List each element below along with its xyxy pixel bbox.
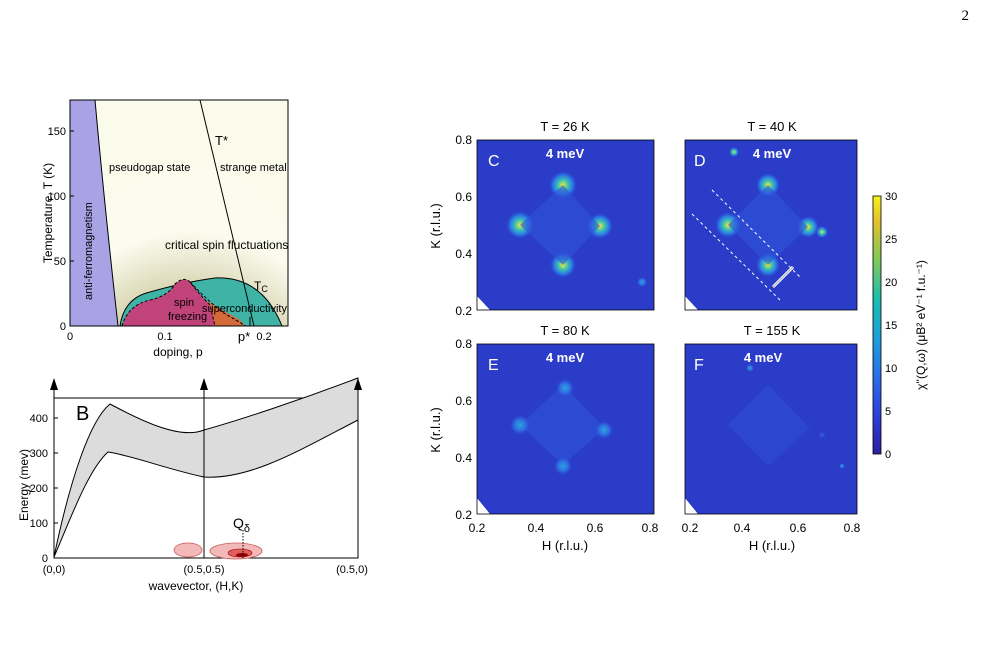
y-tick-150: 150 <box>48 126 66 138</box>
svg-text:0.2: 0.2 <box>682 521 699 535</box>
dispersion-x-label: wavevector, (H,K) <box>148 579 244 593</box>
map-h-label-right: H (r.l.u.) <box>749 538 795 553</box>
svg-text:0.8: 0.8 <box>455 337 472 351</box>
map-panel-c: C 4 meV T = 26 K <box>476 119 655 311</box>
svg-text:0.6: 0.6 <box>587 521 604 535</box>
map-panel-f: F 4 meV T = 155 K <box>684 323 858 515</box>
svg-text:30: 30 <box>885 191 897 203</box>
dispersion-plot: Qδ 0 100 200 300 400 (0,0) (0.5,0.5) (0.… <box>17 377 368 593</box>
x-tick-0.2: 0.2 <box>256 331 271 343</box>
panel-d-energy: 4 meV <box>753 146 792 161</box>
map-h-label-left: H (r.l.u.) <box>542 538 588 553</box>
svg-text:20: 20 <box>885 277 897 289</box>
spin-label: spin <box>174 297 194 309</box>
panel-e-energy: 4 meV <box>546 350 585 365</box>
p-star-label: p* <box>238 329 250 344</box>
panel-e-temp: T = 80 K <box>540 323 590 338</box>
map-k-label-top: K (r.l.u.) <box>428 203 443 249</box>
panel-d-letter: D <box>694 153 706 170</box>
dispersion-y-label: Energy (mev) <box>17 449 31 521</box>
svg-text:0.4: 0.4 <box>455 451 472 465</box>
superconductivity-label: superconductivity <box>202 303 287 315</box>
y-tick-100: 100 <box>48 191 66 203</box>
pseudogap-label: pseudogap state <box>109 162 190 174</box>
low-energy-contour-left <box>173 542 203 558</box>
energy-tick-0: 0 <box>42 553 48 565</box>
map-k-label-bottom: K (r.l.u.) <box>428 407 443 453</box>
svg-text:0.2: 0.2 <box>469 521 486 535</box>
energy-tick-200: 200 <box>30 483 48 495</box>
freezing-label: freezing <box>168 311 207 323</box>
panel-c-temp: T = 26 K <box>540 119 590 134</box>
energy-tick-100: 100 <box>30 518 48 530</box>
wavevector-tick-050: (0.5,0) <box>336 564 368 576</box>
y-tick-0: 0 <box>60 321 66 333</box>
intensity-maps: C 4 meV T = 26 K D 4 meV T = 40 K <box>428 119 928 553</box>
phase-y-label: Temperature, T (K) <box>41 163 55 263</box>
strange-metal-label: strange metal <box>220 162 287 174</box>
energy-tick-400: 400 <box>30 413 48 425</box>
wavevector-tick-00: (0,0) <box>43 564 66 576</box>
energy-tick-300: 300 <box>30 448 48 460</box>
q-delta-label: Qδ <box>233 515 250 535</box>
panel-c-energy: 4 meV <box>546 146 585 161</box>
svg-text:0.6: 0.6 <box>790 521 807 535</box>
svg-text:10: 10 <box>885 363 897 375</box>
svg-text:0: 0 <box>885 449 891 461</box>
svg-text:0.4: 0.4 <box>528 521 545 535</box>
svg-text:0.2: 0.2 <box>455 304 472 318</box>
panel-b-letter: B <box>76 403 89 425</box>
svg-text:0.8: 0.8 <box>455 133 472 147</box>
afm-label: anti-ferromagnetism <box>83 202 95 300</box>
svg-text:15: 15 <box>885 320 897 332</box>
wavevector-tick-0505: (0.5,0.5) <box>184 564 225 576</box>
svg-text:0.4: 0.4 <box>734 521 751 535</box>
phase-y-ticks: 0 50 100 150 <box>48 126 74 333</box>
colorbar-label: χ''(Q,ω) (μB² eV⁻¹ f.u.⁻¹) <box>914 260 928 390</box>
x-tick-0: 0 <box>67 331 73 343</box>
svg-text:5: 5 <box>885 406 891 418</box>
page-number: 2 <box>961 8 970 24</box>
panel-d-temp: T = 40 K <box>747 119 797 134</box>
panel-f-energy: 4 meV <box>744 350 783 365</box>
map-k-ticks-top: 0.8 0.6 0.4 0.2 <box>455 133 472 318</box>
svg-text:0.8: 0.8 <box>642 521 659 535</box>
t-star-label: T* <box>215 133 228 148</box>
svg-text:25: 25 <box>885 234 897 246</box>
map-h-ticks-left: 0.2 0.4 0.6 0.8 <box>469 521 659 535</box>
phase-x-ticks: 0 0.1 0.2 p* <box>67 329 272 344</box>
panel-f-letter: F <box>694 357 704 374</box>
x-tick-0.1: 0.1 <box>157 331 172 343</box>
map-panel-e: E 4 meV T = 80 K <box>476 323 655 515</box>
t-star-line <box>199 100 255 326</box>
svg-text:0.8: 0.8 <box>844 521 861 535</box>
svg-text:0.6: 0.6 <box>455 394 472 408</box>
tc-label: TC <box>254 279 268 294</box>
afm-region <box>70 100 119 326</box>
colorbar: 0 5 10 15 20 25 30 χ''(Q,ω) (μB² eV⁻¹ f.… <box>872 191 928 461</box>
panel-e-letter: E <box>488 357 499 374</box>
map-k-ticks-bottom: 0.8 0.6 0.4 0.2 <box>455 337 472 522</box>
map-panel-d: D 4 meV T = 40 K <box>684 119 858 311</box>
svg-text:0.4: 0.4 <box>455 247 472 261</box>
panel-c-letter: C <box>488 153 500 170</box>
spin-freezing-region <box>121 278 216 326</box>
dispersion-band <box>53 377 359 558</box>
svg-text:0.2: 0.2 <box>455 508 472 522</box>
phase-x-label: doping, p <box>153 345 203 359</box>
panel-f-temp: T = 155 K <box>744 323 801 338</box>
svg-text:0.6: 0.6 <box>455 190 472 204</box>
y-tick-50: 50 <box>54 256 66 268</box>
map-h-ticks-right: 0.2 0.4 0.6 0.8 <box>682 521 861 535</box>
critical-label: critical spin fluctuations <box>165 238 288 252</box>
phase-diagram: 0 50 100 150 0 0.1 0.2 p* doping, p Temp… <box>41 99 289 359</box>
